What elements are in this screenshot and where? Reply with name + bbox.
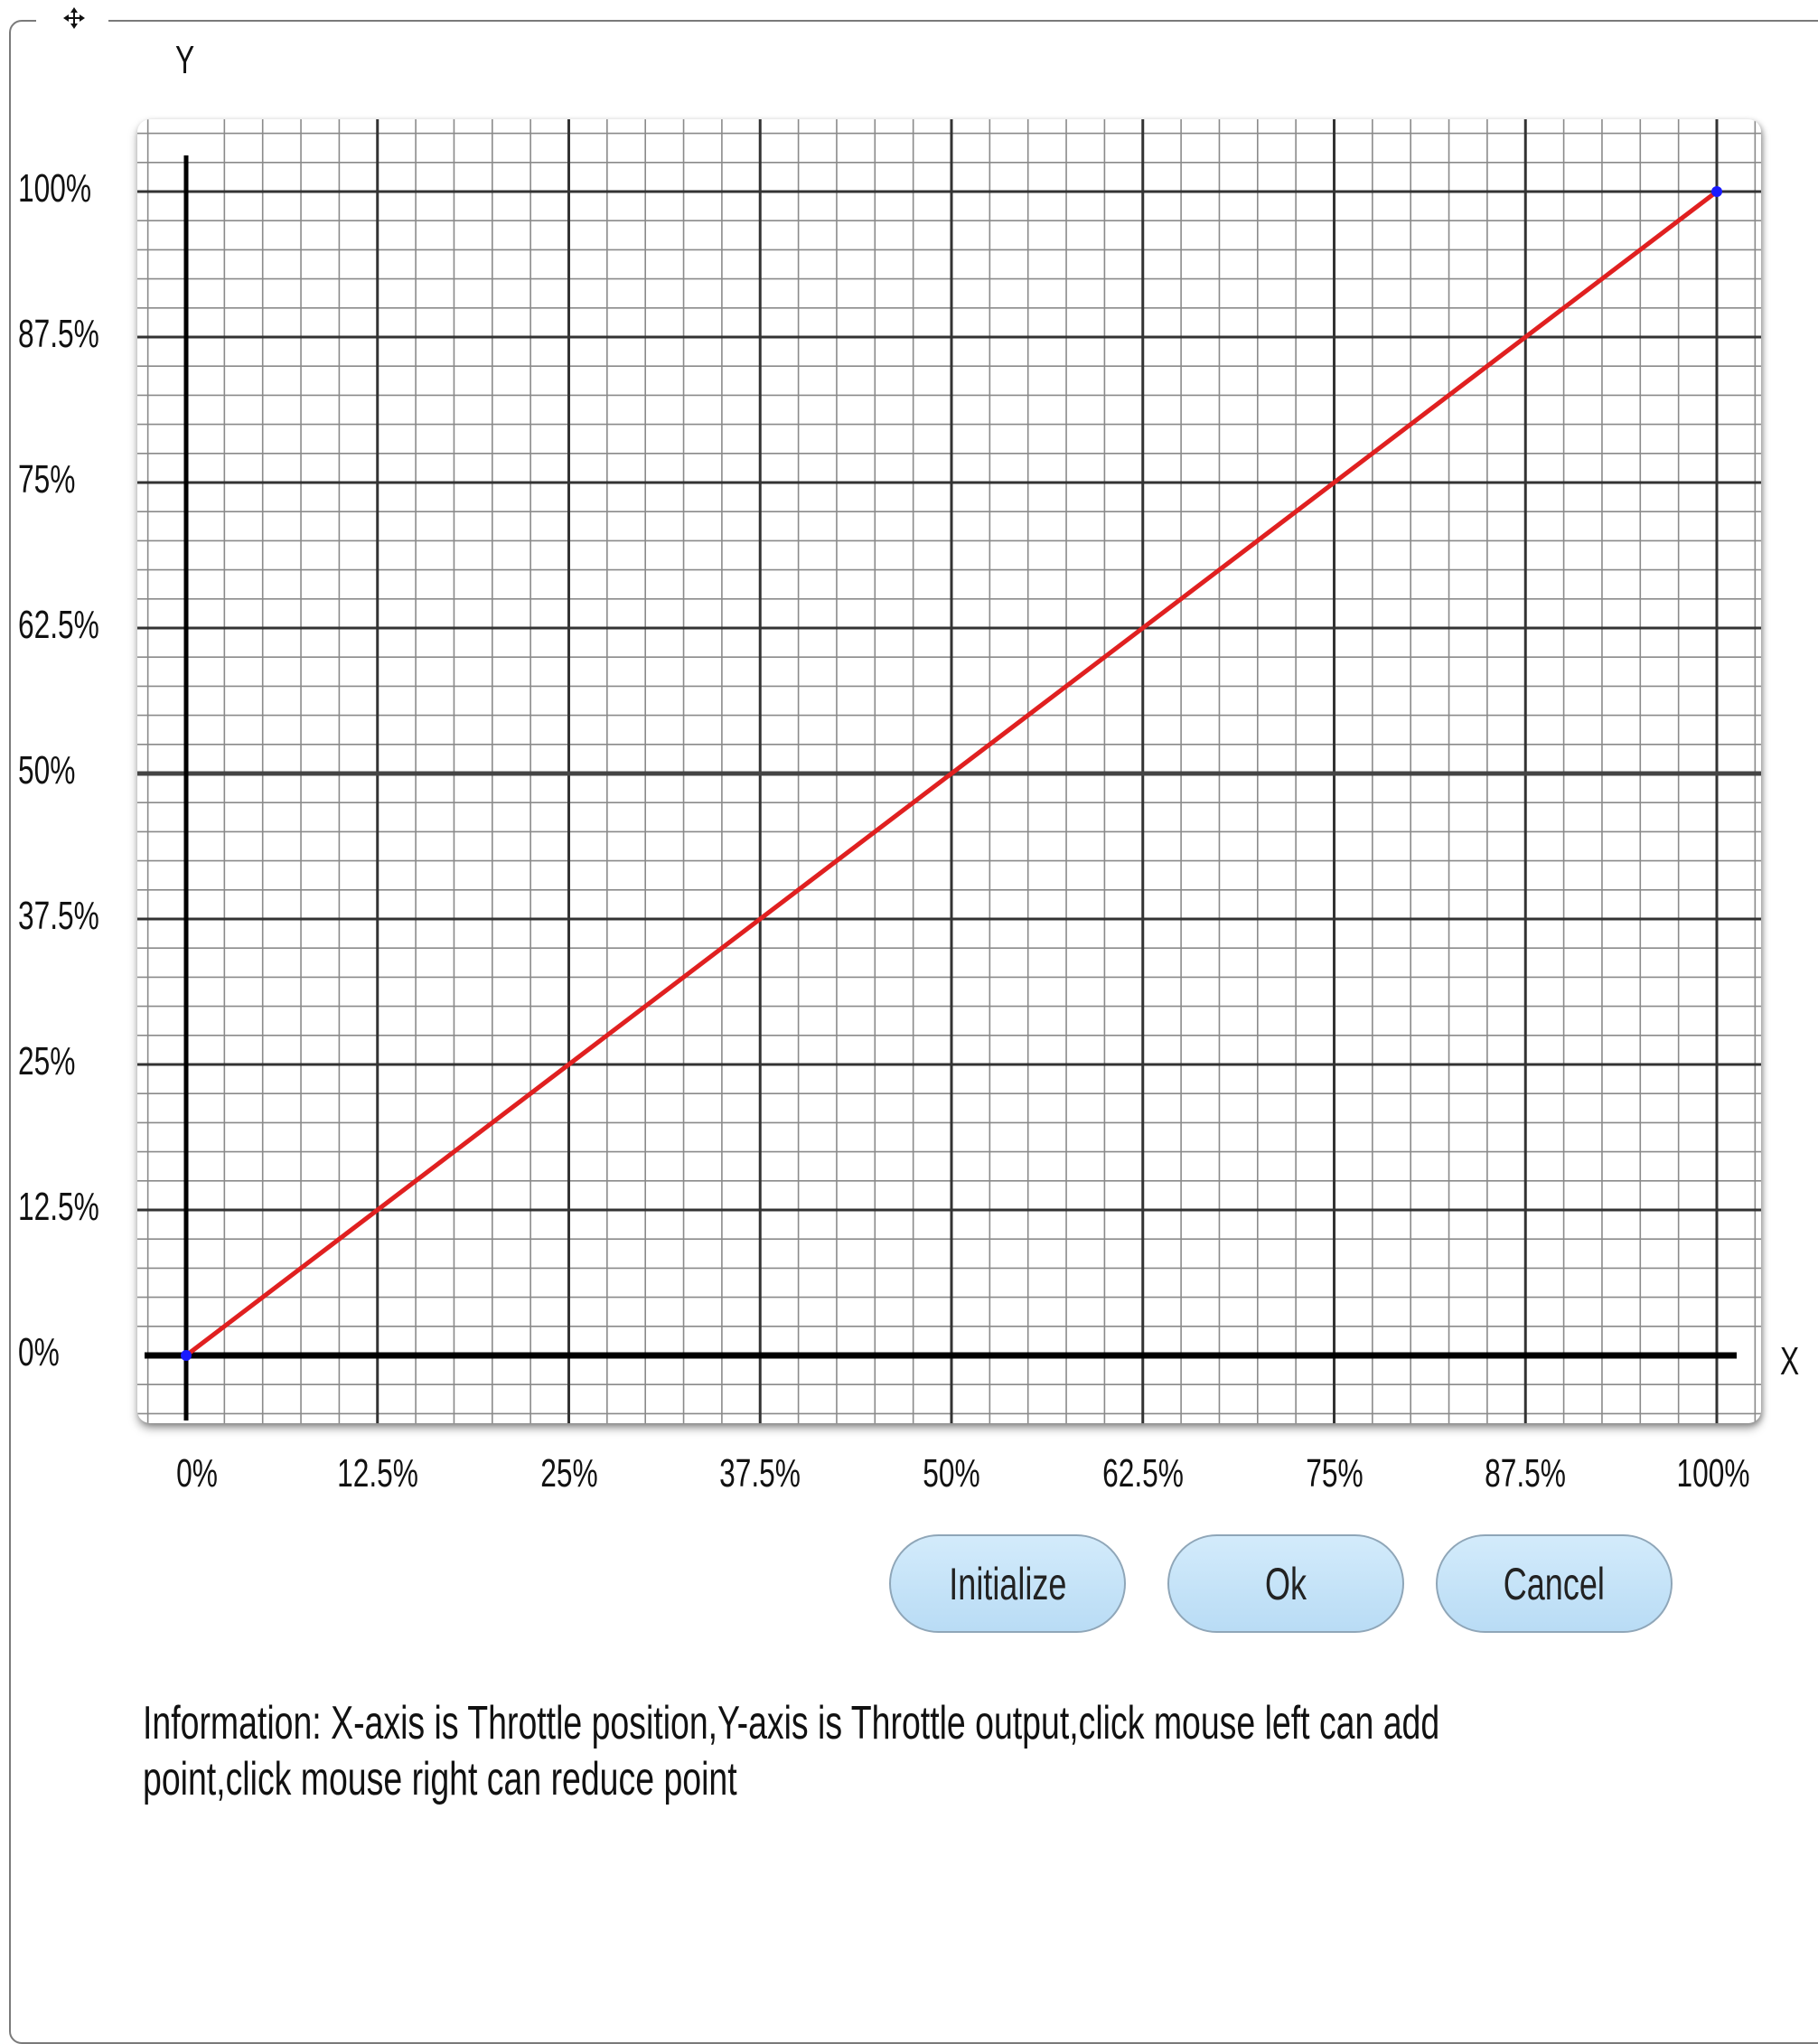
ok-button[interactable]: Ok (1167, 1534, 1404, 1633)
x-tick-label: 12.5% (336, 1451, 418, 1495)
throttle-curve-chart[interactable] (137, 119, 1761, 1423)
y-axis-title: Y (175, 38, 195, 82)
x-tick-label: 50% (923, 1451, 980, 1495)
x-tick-label: 100% (1676, 1451, 1750, 1495)
move-icon[interactable] (61, 5, 87, 31)
curve-control-point (181, 1350, 192, 1361)
y-tick-label: 37.5% (18, 894, 99, 938)
y-tick-label: 62.5% (18, 603, 99, 647)
information-text: Information: X-axis is Throttle position… (143, 1697, 1440, 1805)
initialize-button[interactable]: Initialize (889, 1534, 1126, 1633)
x-tick-label: 25% (539, 1451, 598, 1495)
y-tick-label: 50% (18, 748, 76, 792)
cancel-button[interactable]: Cancel (1436, 1534, 1673, 1633)
curve-plot-area[interactable] (137, 119, 1761, 1423)
x-tick-label: 75% (1305, 1451, 1364, 1495)
x-tick-label: 0% (176, 1451, 218, 1495)
y-tick-label: 87.5% (18, 312, 99, 356)
x-axis-title: X (1780, 1339, 1800, 1383)
curve-control-point (1711, 186, 1722, 197)
y-tick-label: 12.5% (18, 1185, 99, 1229)
y-tick-label: 75% (18, 457, 76, 502)
y-tick-label: 100% (18, 166, 92, 211)
x-tick-label: 87.5% (1485, 1451, 1567, 1495)
x-tick-label: 62.5% (1101, 1451, 1184, 1495)
y-tick-label: 25% (18, 1039, 76, 1083)
y-tick-label: 0% (18, 1330, 60, 1374)
throttle-curve-line (184, 190, 1719, 1357)
x-tick-label: 37.5% (719, 1451, 801, 1495)
